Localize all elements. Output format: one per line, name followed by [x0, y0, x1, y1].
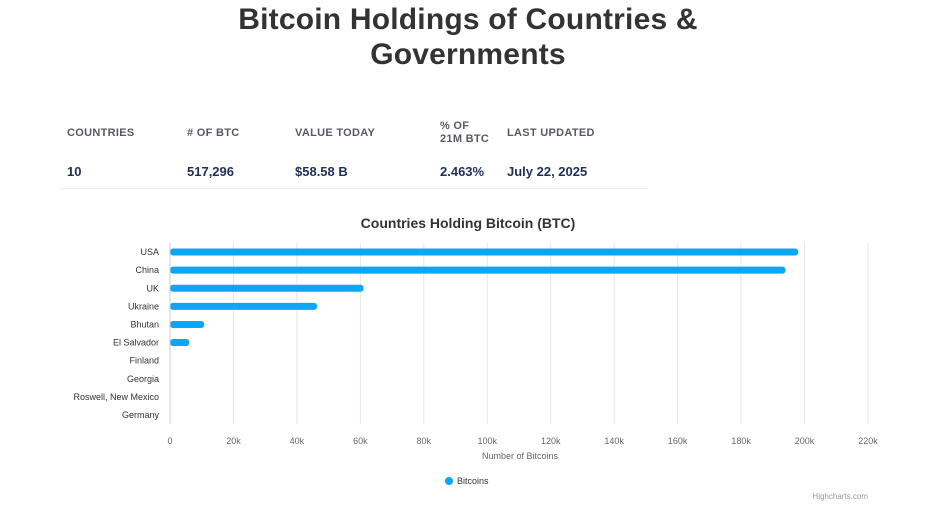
x-tick-label: 60k — [353, 436, 368, 446]
category-label: UK — [146, 283, 159, 293]
bar — [170, 266, 786, 274]
x-tick-label: 100k — [478, 436, 498, 446]
bar — [170, 320, 205, 328]
stat-label: LAST UPDATED — [507, 127, 595, 139]
credits-link[interactable]: Highcharts.com — [812, 492, 868, 501]
stat-percent-supply: % OF 21M BTC 2.463% — [440, 118, 490, 179]
bar — [170, 284, 364, 292]
x-tick-label: 180k — [731, 436, 751, 446]
stat-label: COUNTRIES — [67, 127, 135, 139]
page-title-line-1: Bitcoin Holdings of Countries & — [238, 3, 698, 36]
stat-last-updated: LAST UPDATED July 22, 2025 — [507, 118, 595, 179]
legend[interactable]: Bitcoins — [445, 476, 489, 486]
x-tick-label: 40k — [290, 436, 305, 446]
category-label: Georgia — [127, 374, 159, 384]
stats-table: COUNTRIES 10 # OF BTC 517,296 VALUE TODA… — [60, 118, 648, 189]
x-axis-title: Number of Bitcoins — [482, 451, 559, 461]
page-title: Bitcoin Holdings of Countries & Governme… — [0, 2, 936, 72]
chart-title: Countries Holding Bitcoin (BTC) — [361, 215, 576, 231]
category-label: USA — [140, 247, 159, 257]
page-title-line-2: Governments — [370, 38, 566, 71]
legend-marker — [445, 477, 453, 485]
stat-label: # OF BTC — [187, 127, 240, 139]
stat-value-today: VALUE TODAY $58.58 B — [295, 118, 376, 179]
x-tick-label: 220k — [858, 436, 878, 446]
x-tick-label: 200k — [795, 436, 815, 446]
category-label: El Salvador — [113, 338, 159, 348]
category-label: Ukraine — [128, 301, 159, 311]
stat-value: July 22, 2025 — [507, 164, 588, 179]
category-label: Finland — [129, 356, 159, 366]
legend-label[interactable]: Bitcoins — [457, 476, 489, 486]
x-tick-label: 140k — [604, 436, 624, 446]
bar — [170, 302, 318, 310]
x-tick-label: 160k — [668, 436, 688, 446]
x-tick-label: 0 — [167, 436, 172, 446]
stat-value: $58.58 B — [295, 164, 348, 179]
stat-btc-count: # OF BTC 517,296 — [187, 118, 240, 179]
x-tick-label: 120k — [541, 436, 561, 446]
stat-value: 2.463% — [440, 164, 485, 179]
category-label: Germany — [122, 410, 160, 420]
category-label: Bhutan — [130, 319, 159, 329]
x-tick-label: 80k — [417, 436, 432, 446]
bar — [170, 248, 799, 256]
category-label: Roswell, New Mexico — [73, 392, 159, 402]
stat-value: 10 — [67, 164, 82, 179]
x-tick-label: 20k — [226, 436, 241, 446]
bars — [170, 248, 799, 383]
x-tick-labels: 0 20k 40k 60k 80k 100k 120k 140k 160k 180k 200k 220… — [167, 436, 878, 446]
stat-label: VALUE TODAY — [295, 127, 376, 139]
bar — [170, 339, 190, 347]
stat-countries: COUNTRIES 10 — [67, 118, 135, 179]
category-label: China — [135, 265, 159, 275]
stat-label: % OF 21M BTC — [440, 120, 490, 145]
stat-value: 517,296 — [187, 164, 234, 179]
category-labels: USA China UK Ukraine Bhutan El Salvador Finlan… — [73, 247, 159, 420]
